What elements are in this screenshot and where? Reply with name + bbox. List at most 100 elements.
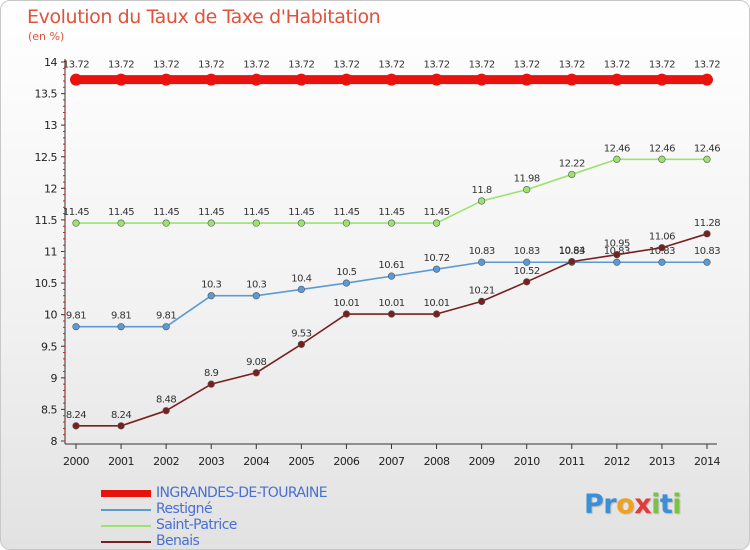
x-tick-label: 2014: [694, 455, 720, 468]
data-point: [478, 297, 486, 306]
data-label: 10.83: [694, 246, 720, 257]
data-label: 9.08: [246, 357, 266, 368]
data-label: 13.72: [424, 60, 450, 71]
y-tick-label: 8.5: [41, 403, 57, 416]
data-label: 10.3: [246, 280, 266, 291]
data-label: 13.72: [649, 60, 675, 71]
data-label: 11.06: [649, 232, 675, 243]
data-point: [342, 310, 351, 318]
legend-label: Saint-Patrice: [156, 517, 237, 533]
data-point: [523, 258, 531, 266]
legend-label: INGRANDES-DE-TOURAINE: [156, 485, 328, 501]
data-label: 9.53: [291, 328, 311, 339]
proxiti-logo: Proxiti: [584, 489, 682, 520]
data-point: [387, 219, 396, 227]
logo-letter: t: [659, 489, 673, 520]
logo-letter: x: [634, 489, 652, 520]
x-tick-label: 2002: [153, 455, 179, 468]
data-label: 11.8: [472, 185, 492, 196]
data-point: [295, 73, 308, 86]
data-point: [342, 279, 351, 287]
data-label: 11.45: [153, 207, 179, 218]
data-label: 9.81: [111, 311, 131, 322]
data-point: [432, 219, 441, 227]
legend-swatch: [101, 490, 151, 497]
data-point: [160, 73, 173, 86]
data-label: 10.83: [649, 246, 675, 257]
data-point: [115, 73, 128, 86]
data-point: [207, 380, 215, 388]
y-tick-label: 11.5: [35, 214, 58, 227]
data-label: 13.72: [243, 60, 269, 71]
y-tick-label: 12.5: [35, 151, 58, 164]
y-tick-label: 10.5: [35, 277, 58, 290]
data-label: 13.72: [694, 60, 720, 71]
data-label: 13.72: [63, 60, 89, 71]
y-tick-label: 10: [44, 309, 57, 322]
data-point: [658, 155, 666, 163]
y-tick-label: 12: [44, 182, 57, 195]
data-label: 10.4: [291, 273, 311, 284]
data-point: [478, 197, 486, 205]
x-tick-label: 2013: [649, 455, 675, 468]
data-label: 11.45: [198, 207, 224, 218]
logo-letter: o: [616, 489, 635, 520]
y-tick-label: 8: [51, 435, 58, 448]
data-label: 10.01: [333, 298, 359, 309]
data-point: [162, 407, 170, 415]
logo-letter: i: [672, 489, 682, 520]
data-point: [520, 73, 533, 86]
data-label: 10.83: [469, 246, 495, 257]
data-point: [252, 292, 260, 300]
data-point: [117, 422, 125, 430]
data-label: 10.01: [424, 298, 450, 309]
data-point: [655, 73, 668, 86]
data-label: 13.72: [604, 60, 630, 71]
data-label: 11.98: [514, 174, 540, 185]
data-point: [162, 219, 170, 227]
data-point: [117, 219, 125, 227]
data-point: [297, 340, 305, 348]
x-tick-label: 2008: [424, 455, 450, 468]
data-point: [703, 155, 711, 163]
data-point: [703, 258, 711, 266]
data-label: 10.61: [378, 260, 404, 271]
data-point: [658, 244, 666, 252]
data-point: [613, 155, 621, 163]
data-label: 13.72: [333, 60, 359, 71]
x-tick-label: 2000: [63, 455, 89, 468]
data-point: [297, 285, 305, 294]
data-point: [385, 73, 398, 86]
y-tick-label: 13.5: [35, 88, 58, 101]
data-label: 11.45: [424, 207, 450, 218]
x-tick-label: 2004: [243, 455, 269, 468]
data-label: 10.5: [336, 267, 356, 278]
data-point: [72, 422, 80, 430]
data-label: 12.46: [604, 143, 630, 154]
data-point: [523, 278, 531, 286]
x-tick-label: 2005: [288, 455, 314, 468]
data-point: [475, 73, 488, 86]
data-label: 10.84: [559, 246, 585, 257]
data-label: 8.24: [66, 410, 86, 421]
data-label: 10.21: [469, 285, 495, 296]
chart-unit-label: (en %): [28, 30, 65, 43]
data-point: [565, 73, 578, 86]
legend-label: Restigné: [156, 501, 213, 517]
data-label: 13.72: [514, 60, 540, 71]
data-label: 11.45: [243, 207, 269, 218]
x-tick-label: 2006: [333, 455, 359, 468]
data-point: [250, 73, 263, 86]
data-point: [340, 73, 353, 86]
y-tick-label: 9.5: [41, 340, 57, 353]
data-label: 11.45: [108, 207, 134, 218]
data-point: [72, 219, 80, 227]
data-point: [432, 265, 441, 273]
data-point: [610, 73, 623, 86]
data-label: 10.3: [201, 280, 221, 291]
data-label: 12.22: [559, 158, 585, 169]
data-label: 8.24: [111, 410, 131, 421]
data-point: [701, 73, 713, 86]
